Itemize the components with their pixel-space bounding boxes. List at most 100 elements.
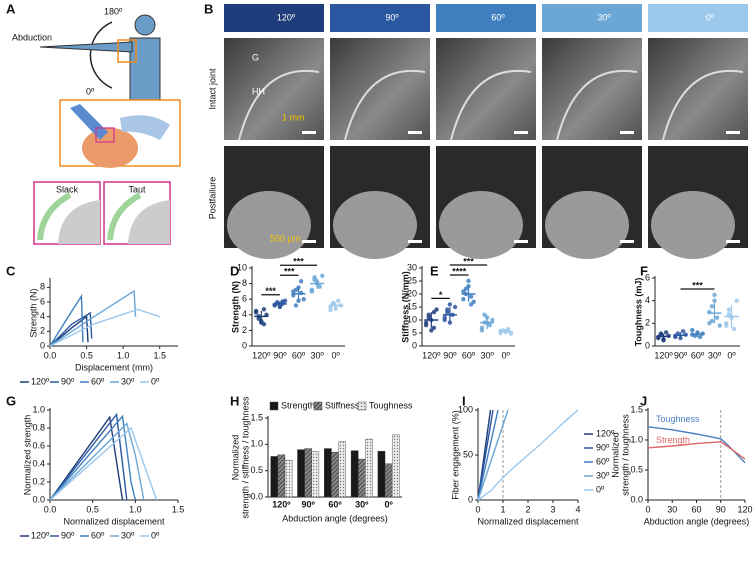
data-point — [298, 279, 304, 284]
data-point — [498, 328, 503, 334]
y-tick-label: 15 — [407, 301, 417, 311]
significance-label: *** — [265, 286, 276, 296]
glenoid — [120, 115, 170, 140]
y-tick-label: 0.0 — [630, 494, 643, 504]
panel-letter: G — [6, 393, 16, 408]
legend-label: 30º — [596, 470, 610, 480]
x-tick-label: 1.0 — [117, 350, 130, 360]
data-point — [256, 316, 261, 321]
x-tick-label: 0.0 — [44, 504, 57, 514]
series-line — [49, 412, 128, 501]
state-label: Taut — [128, 184, 146, 194]
y-tick-label: 20 — [407, 288, 417, 298]
bone-section — [333, 191, 417, 259]
bar — [270, 456, 279, 498]
x-tick-label: 90º — [674, 350, 688, 360]
scale-bar — [408, 240, 422, 243]
rotation-arrow — [89, 21, 113, 89]
scale-bar — [620, 240, 634, 243]
data-point — [291, 289, 296, 294]
x-tick-label: 120º — [252, 350, 271, 360]
legend-label: 0º — [596, 484, 605, 494]
scale-bar — [514, 240, 528, 243]
humeral-head — [82, 128, 138, 168]
x-tick-label: 1.5 — [172, 504, 185, 514]
x-tick-label: 120º — [272, 499, 291, 509]
legend-label: Strength — [281, 400, 315, 410]
data-point — [724, 323, 729, 328]
angle-header — [648, 4, 748, 32]
data-point — [426, 315, 431, 320]
x-tick-label: 30º — [480, 350, 494, 360]
x-tick-label: 0º — [727, 350, 736, 360]
scale-bar — [302, 240, 316, 243]
significance-label: **** — [452, 266, 467, 276]
angle-header — [224, 4, 324, 32]
bar — [304, 448, 312, 498]
panel-letter: F — [640, 263, 648, 278]
structure-label: HH — [252, 86, 265, 96]
series-line — [49, 426, 158, 501]
tendon — [70, 104, 108, 140]
series-line — [477, 409, 509, 501]
data-point — [717, 323, 722, 328]
y-tick-label: 50 — [463, 449, 473, 459]
x-tick-label: 30º — [708, 350, 722, 360]
legend-label: 120º — [31, 530, 50, 540]
data-point — [259, 320, 264, 325]
panel-letter: I — [462, 393, 466, 408]
bar — [331, 452, 339, 498]
series-line — [49, 415, 124, 501]
angle-header — [436, 4, 536, 32]
y-tick-label: 4 — [645, 295, 650, 305]
y-tick-label: 30 — [407, 262, 417, 272]
bone-section — [227, 191, 311, 259]
y-tick-label: 5 — [412, 327, 417, 337]
y-tick-label: 0.6 — [32, 440, 45, 450]
fibers — [107, 192, 142, 241]
row-label: Intact joint — [207, 68, 217, 110]
x-axis-title: Normalized displacement — [63, 516, 165, 526]
data-point — [461, 297, 466, 302]
data-point — [726, 312, 732, 317]
angle-label: 60º — [491, 12, 505, 22]
y-tick-label: 0.4 — [32, 458, 45, 468]
y-tick-label: 0 — [40, 340, 45, 350]
significance-label: * — [439, 290, 443, 300]
bar — [338, 441, 346, 498]
micrograph — [648, 38, 748, 140]
panel-letter: J — [640, 393, 647, 408]
y-axis-title: Strength (N) — [230, 281, 240, 333]
y-axis-title: Strength (N) — [28, 288, 38, 337]
y-tick-label: 1.0 — [630, 434, 643, 444]
y-tick-label: 1.5 — [250, 412, 263, 422]
bar — [365, 438, 373, 498]
bone-section — [439, 191, 523, 259]
micrograph — [224, 38, 324, 140]
x-tick-label: 120 — [737, 504, 752, 514]
bar — [377, 450, 386, 498]
series-label: Toughness — [656, 414, 700, 424]
data-point — [506, 326, 511, 332]
y-tick-label: 100 — [458, 404, 473, 414]
y-tick-label: 0 — [645, 340, 650, 350]
x-tick-label: 0º — [502, 350, 511, 360]
legend-label: 120º — [31, 376, 50, 386]
scale-bar — [408, 131, 422, 134]
data-point — [447, 302, 453, 307]
bone-outline — [662, 69, 744, 141]
y-tick-label: 10 — [407, 314, 417, 324]
y-tick-label: 1.0 — [32, 404, 45, 414]
bone-outline — [450, 69, 532, 141]
significance-label: *** — [284, 267, 295, 277]
y-tick-label: 4 — [40, 311, 45, 321]
motion-label: Abduction — [12, 32, 52, 42]
data-point — [479, 328, 485, 333]
data-point — [658, 331, 664, 336]
data-point — [482, 312, 487, 317]
series-line — [647, 441, 746, 460]
series-line — [477, 409, 579, 501]
legend-label: 90º — [61, 376, 75, 386]
